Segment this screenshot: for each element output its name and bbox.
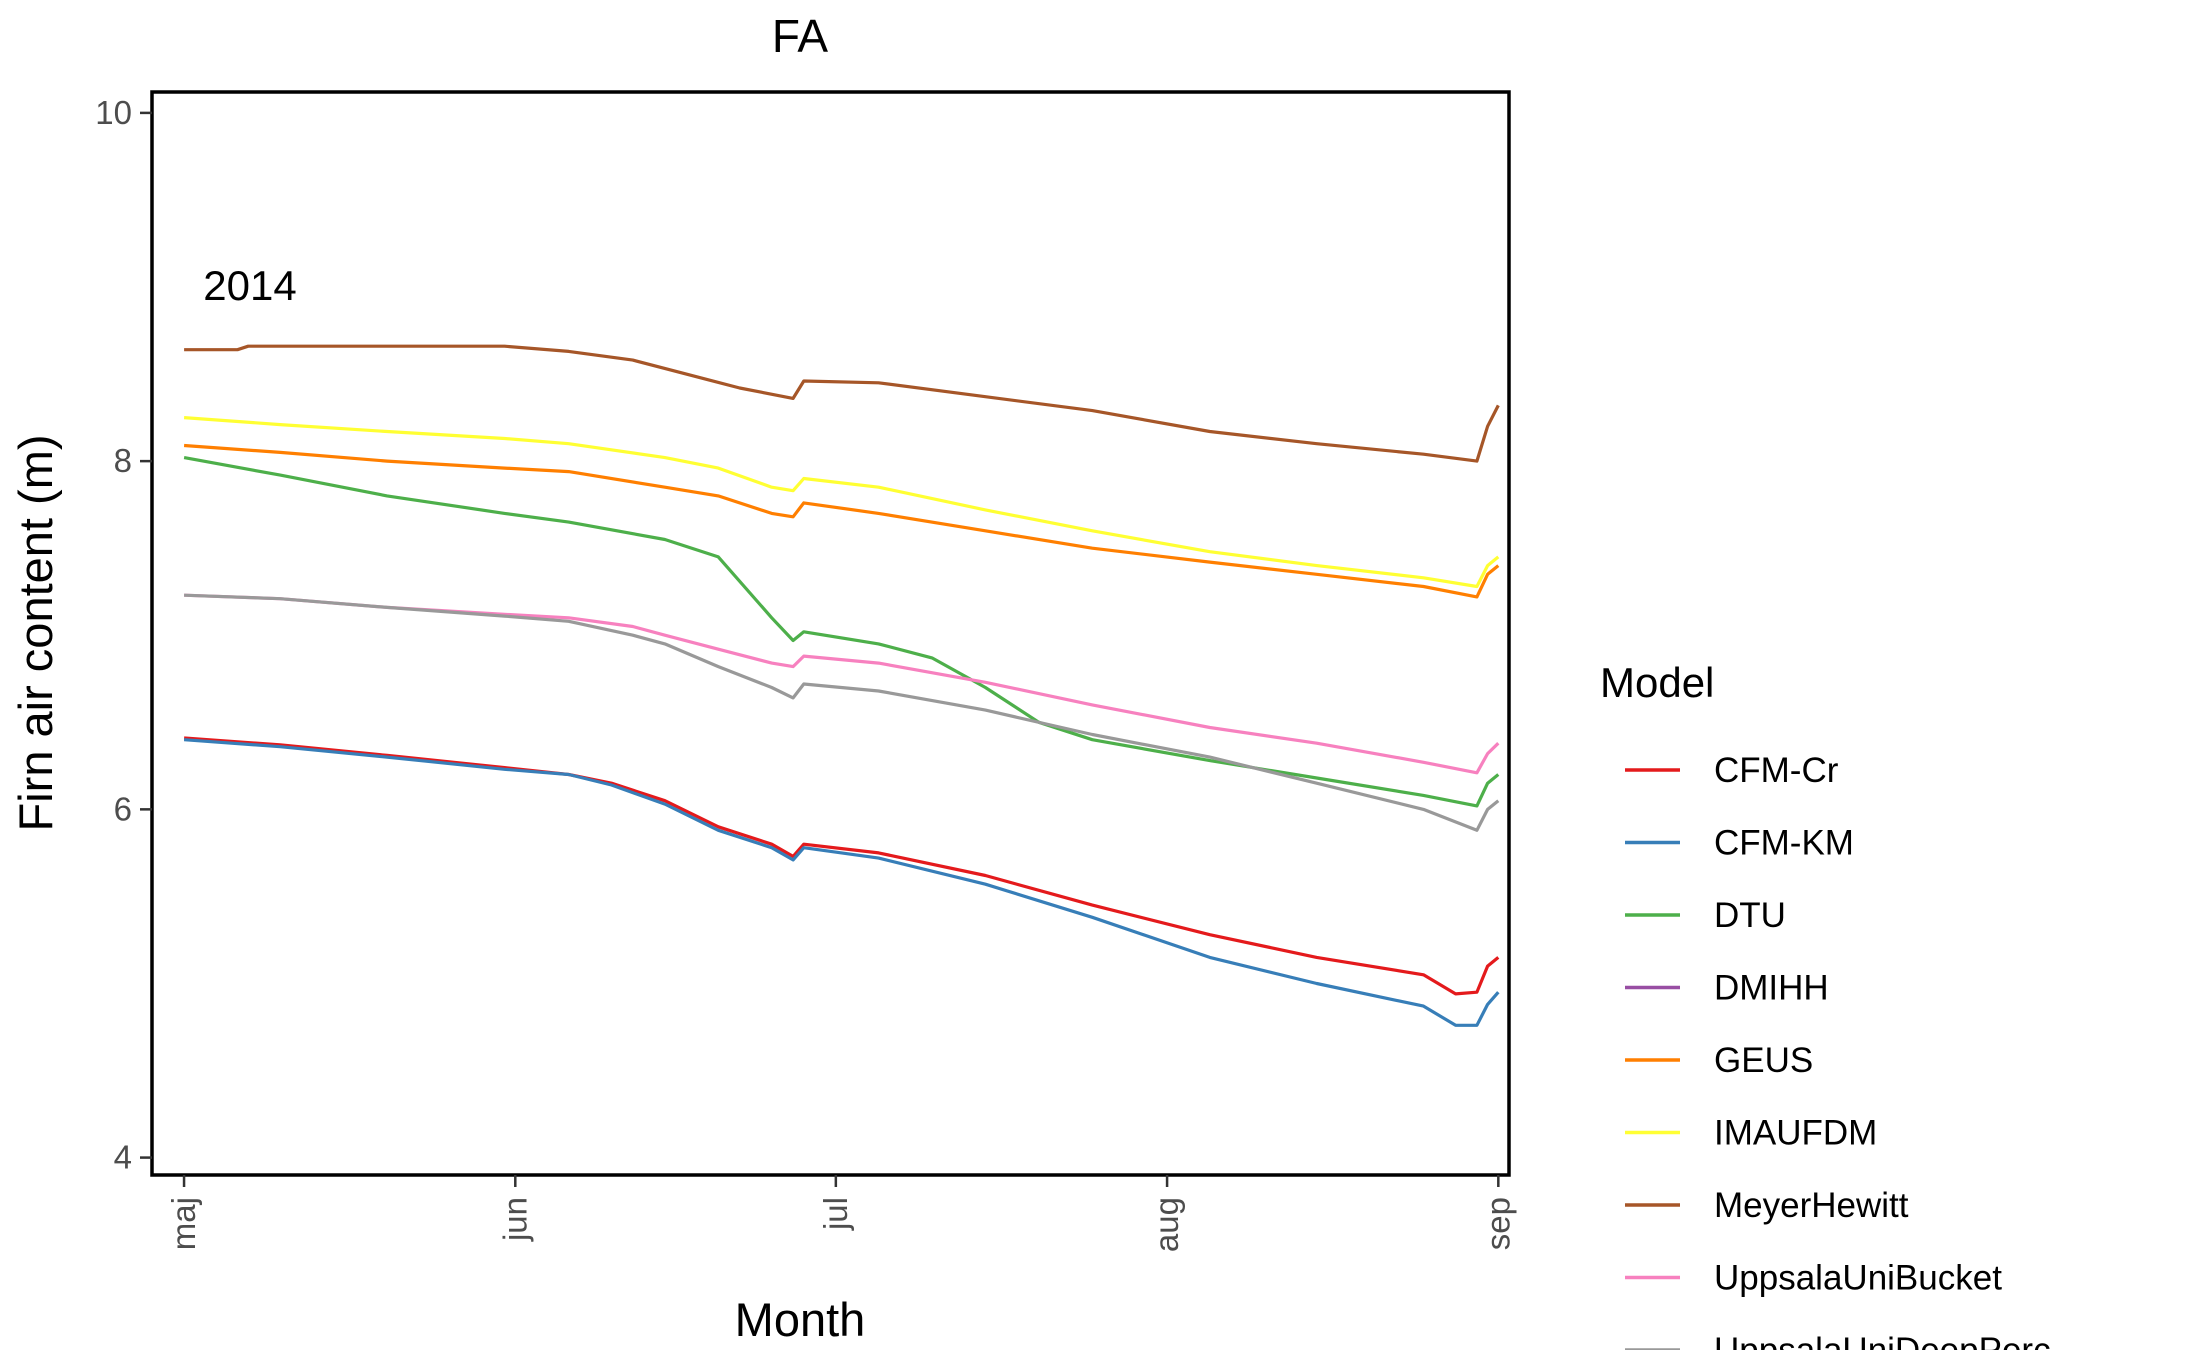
legend-title: Model [1600,659,1714,706]
legend-label-4: GEUS [1714,1041,1813,1080]
series-line-4 [183,443,1500,599]
series-line-6 [184,344,1500,463]
x-axis: maj jun jul aug sep [165,1175,1516,1252]
series-line-7 [184,593,1500,775]
legend-label-3: DMIHH [1714,969,1829,1008]
series-layer [183,344,1500,1027]
legend-label-0: CFM-Cr [1714,751,1839,790]
x-tick-label: maj [165,1197,202,1250]
y-tick-label: 6 [114,790,132,827]
y-axis-title: Firn air content (m) [9,435,62,832]
x-tick-label: jun [496,1197,533,1242]
plot-border [150,90,1511,1177]
y-tick-label: 10 [95,94,132,131]
y-tick-label: 4 [114,1139,132,1176]
y-axis: 4 6 8 10 [95,94,152,1176]
series-line-8 [184,593,1500,832]
y-tick-label: 8 [114,442,132,479]
year-annotation: 2014 [203,262,296,309]
x-axis-title: Month [735,1293,866,1346]
legend-label-7: UppsalaUniBucket [1714,1259,2002,1298]
legend-label-6: MeyerHewitt [1714,1186,1909,1225]
x-tick-label: jul [817,1197,854,1231]
x-tick-label: aug [1148,1197,1185,1252]
series-line-2 [183,456,1500,808]
chart-title: FA [772,10,829,62]
legend: Model CFM-Cr CFM-KM DTU DMIHH GEUS IMAUFDM Mey… [1600,659,2051,1350]
x-tick-label: sep [1479,1197,1516,1250]
series-line-5 [183,416,1500,589]
legend-label-5: IMAUFDM [1714,1114,1877,1153]
series-line-1 [183,738,1500,1027]
legend-label-1: CFM-KM [1714,824,1854,863]
legend-label-2: DTU [1714,896,1786,935]
legend-label-8: UppsalaUniDeepPerc [1714,1331,2051,1350]
